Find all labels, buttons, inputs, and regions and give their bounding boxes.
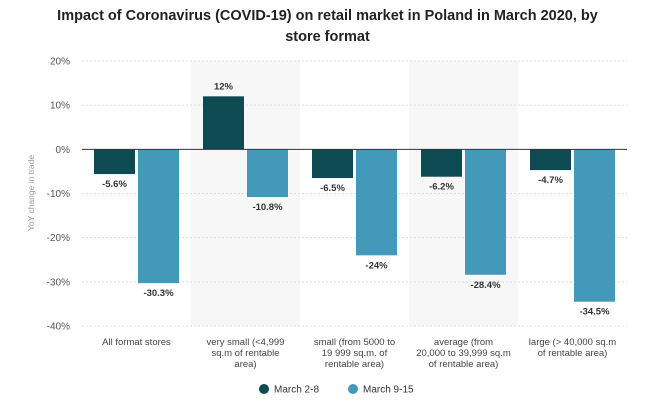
bar-0-4 [530, 149, 571, 171]
y-tick-label: -20% [47, 233, 70, 244]
bar-1-4 [574, 149, 615, 302]
y-axis-label: YoY change in trade [26, 155, 36, 231]
value-label-0-1: 12% [214, 81, 234, 92]
value-labels: -5.6% 12% -6.5% -6.2% -4.7% -30.3% -10.8% -24% -… [102, 81, 610, 317]
value-label-1-4: -34.5% [579, 307, 610, 318]
chart-title-line-1: Impact of Coronavirus (COVID-19) on reta… [57, 8, 598, 24]
legend: March 2-8 March 9-15 [259, 384, 414, 396]
category-label-1: very small (<4,999 sq.m of rentable area) [207, 337, 285, 370]
value-label-1-2: -24% [365, 260, 388, 271]
y-tick-label: 0% [56, 145, 71, 156]
bar-0-0 [94, 149, 135, 175]
bar-0-2 [312, 149, 353, 179]
category-label-2: small (from 5000 to 19 999 sq.m. of rentab… [314, 337, 395, 370]
bars [94, 96, 615, 302]
category-labels: All format stores very small (<4,999 sq.m … [102, 337, 616, 370]
value-label-0-4: -4.7% [538, 175, 563, 186]
value-label-0-0: -5.6% [102, 179, 127, 190]
bar-0-1 [203, 96, 244, 150]
bar-1-2 [356, 149, 397, 256]
category-label-4: large (> 40,000 sq.m of rentable area) [529, 337, 616, 359]
value-label-1-0: -30.3% [143, 288, 174, 299]
y-tick-label: -40% [47, 322, 70, 333]
grid-lines [82, 60, 627, 327]
y-axis-ticks: 20% 10% 0% -10% -20% -30% -40% [47, 57, 70, 333]
legend-marker-1 [348, 384, 358, 394]
bar-1-3 [465, 149, 506, 275]
category-label-3: average (from 20,000 to 39,999 sq.m of ren… [416, 337, 511, 370]
y-tick-label: 20% [50, 57, 70, 68]
value-label-1-1: -10.8% [252, 202, 283, 213]
value-label-0-3: -6.2% [429, 182, 454, 193]
legend-label-0: March 2-8 [274, 385, 319, 396]
bar-1-1 [247, 149, 288, 198]
y-tick-label: 10% [50, 101, 70, 112]
chart-title-line-2: store format [285, 29, 370, 45]
value-label-0-2: -6.5% [320, 183, 345, 194]
legend-marker-0 [259, 384, 269, 394]
y-tick-label: -10% [47, 189, 70, 200]
legend-label-1: March 9-15 [363, 385, 414, 396]
category-label-0: All format stores [102, 337, 171, 348]
y-tick-label: -30% [47, 277, 70, 288]
bar-1-0 [138, 149, 179, 284]
bar-0-3 [421, 149, 462, 177]
value-label-1-3: -28.4% [470, 280, 501, 291]
